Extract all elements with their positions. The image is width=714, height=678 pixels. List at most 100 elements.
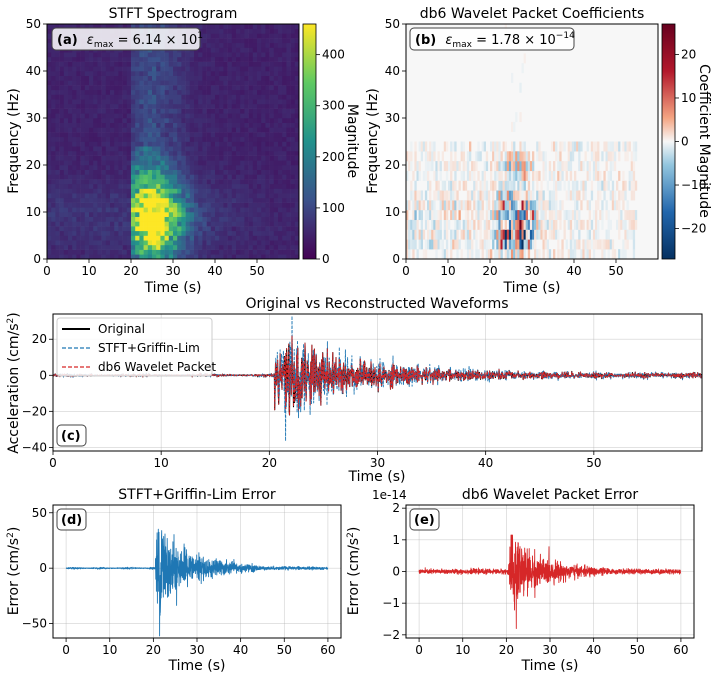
wavelet-cell: [613, 141, 617, 152]
spectrogram-cell: [257, 193, 262, 199]
spectrogram-cell: [63, 85, 69, 91]
wavelet-cell: [479, 151, 482, 162]
spectrogram-cell: [51, 183, 56, 189]
wavelet-cell: [538, 151, 541, 162]
spectrogram-cell: [93, 85, 98, 91]
wavelet-cell: [475, 200, 478, 211]
spectrogram-cell: [93, 146, 98, 152]
spectrogram-cell: [80, 160, 86, 166]
wavelet-cell: [576, 190, 579, 201]
spectrogram-cell: [215, 160, 220, 166]
spectrogram-cell: [105, 169, 111, 175]
wavelet-cell: [544, 239, 547, 250]
spectrogram-cell: [152, 221, 157, 227]
spectrogram-cell: [244, 38, 249, 44]
wavelet-cell: [487, 249, 491, 259]
wavelet-cell: [420, 190, 423, 201]
wavelet-cell: [458, 219, 461, 230]
wavelet-cell: [439, 190, 442, 201]
x-tick-label: 50: [277, 643, 292, 657]
spectrogram-cell: [131, 165, 136, 170]
spectrogram-cell: [160, 56, 165, 62]
spectrogram-cell: [147, 113, 153, 119]
wavelet-cell: [508, 200, 512, 211]
wavelet-cell: [588, 239, 591, 250]
spectrogram-cell: [231, 113, 237, 119]
spectrogram-cell: [252, 103, 258, 109]
spectrogram-cell: [51, 122, 56, 128]
spectrogram-cell: [206, 254, 212, 259]
spectrogram-cell: [160, 197, 165, 203]
spectrogram-cell: [51, 85, 56, 91]
spectrogram-cell: [80, 174, 86, 180]
spectrogram-cell: [51, 174, 56, 180]
spectrogram-cell: [202, 160, 207, 166]
spectrogram-cell: [164, 226, 170, 232]
spectrogram-cell: [294, 193, 299, 199]
wavelet-cell: [534, 200, 537, 211]
spectrogram-cell: [265, 179, 270, 185]
spectrogram-cell: [223, 207, 228, 213]
spectrogram-cell: [59, 75, 65, 81]
spectrogram-cell: [59, 94, 65, 100]
wavelet-cell: [450, 180, 453, 191]
spectrogram-cell: [273, 103, 279, 109]
spectrogram-cell: [248, 132, 254, 138]
spectrogram-cell: [206, 221, 212, 227]
wavelet-cell: [618, 210, 621, 221]
wavelet-cell: [523, 161, 526, 172]
spectrogram-cell: [206, 24, 212, 29]
spectrogram-cell: [143, 254, 149, 259]
spectrogram-cell: [101, 24, 107, 29]
wavelet-cell: [523, 200, 526, 211]
wavelet-cell: [578, 210, 581, 221]
spectrogram-cell: [97, 66, 102, 72]
spectrogram-cell: [278, 221, 283, 227]
wavelet-cell: [569, 239, 573, 250]
spectrogram-cell: [101, 66, 107, 72]
spectrogram-cell: [63, 169, 69, 175]
spectrogram-cell: [257, 249, 262, 255]
spectrogram-cell: [278, 136, 283, 142]
spectrogram-cell: [143, 136, 149, 142]
wavelet-cell: [502, 161, 505, 172]
spectrogram-cell: [63, 56, 69, 62]
spectrogram-cell: [80, 127, 86, 133]
spectrogram-cell: [181, 244, 186, 250]
spectrogram-cell: [198, 249, 203, 255]
wavelet-cell: [523, 229, 526, 240]
wavelet-cell: [605, 210, 608, 221]
spectrogram-cell: [282, 179, 287, 185]
spectrogram-cell: [227, 75, 233, 81]
spectrogram-cell: [223, 174, 228, 180]
spectrogram-cell: [261, 38, 266, 44]
wavelet-cell: [542, 190, 545, 201]
spectrogram-cell: [135, 249, 140, 255]
spectrogram-cell: [122, 226, 128, 232]
spectrogram-cell: [47, 56, 52, 62]
spectrogram-cell: [118, 216, 123, 222]
spectrogram-cell: [164, 94, 170, 100]
spectrogram-cell: [173, 240, 178, 246]
spectrogram-cell: [194, 118, 199, 123]
spectrogram-cell: [105, 80, 111, 86]
spectrogram-cell: [47, 207, 52, 213]
wavelet-cell: [569, 229, 573, 240]
spectrogram-cell: [181, 212, 186, 217]
spectrogram-cell: [219, 244, 224, 250]
wavelet-cell: [525, 219, 528, 230]
spectrogram-cell: [164, 89, 170, 95]
wavelet-cell: [586, 200, 589, 211]
spectrogram-cell: [265, 160, 270, 166]
spectrogram-cell: [202, 47, 207, 53]
wavelet-cell: [443, 219, 447, 230]
spectrogram-cell: [55, 221, 60, 227]
spectrogram-cell: [72, 94, 77, 100]
x-tick-label: 20: [146, 643, 161, 657]
spectrogram-cell: [294, 61, 299, 67]
spectrogram-cell: [168, 254, 174, 259]
spectrogram-cell: [282, 28, 287, 34]
spectrogram-cell: [219, 71, 224, 76]
spectrogram-cell: [257, 66, 262, 72]
spectrogram-cell: [63, 75, 69, 81]
